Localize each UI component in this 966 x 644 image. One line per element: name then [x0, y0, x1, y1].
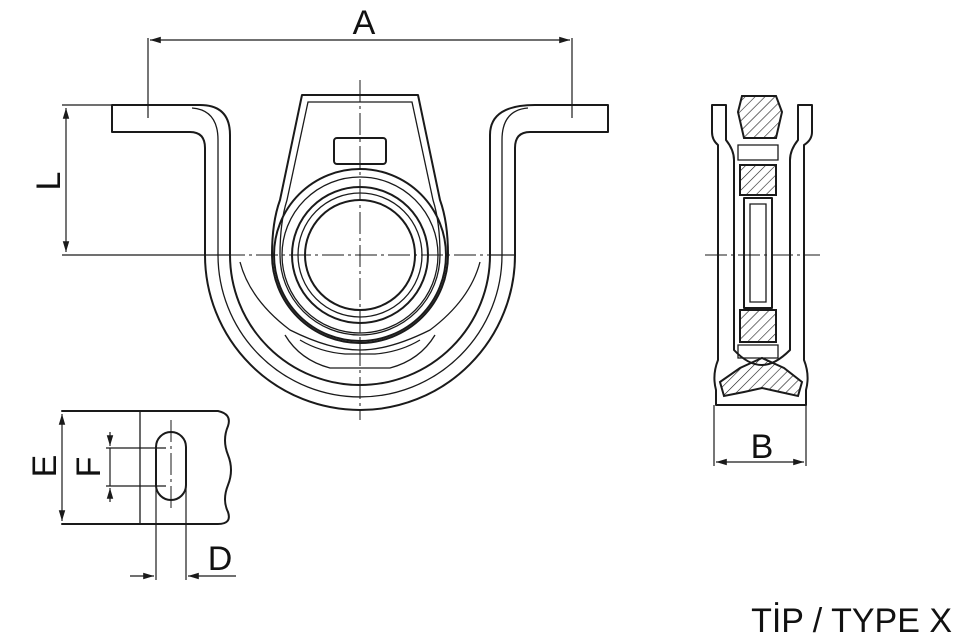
housing-tab: [333, 137, 387, 165]
dimension-label-f: F: [70, 457, 108, 478]
side-bearing-lower: [739, 309, 777, 343]
bearing-outer-ring: [273, 168, 447, 342]
side-bearing-upper: [739, 164, 777, 196]
bracket-outline: [111, 104, 609, 411]
dimension-label-l: L: [30, 172, 68, 191]
slot-detail-view: [61, 410, 232, 525]
dimension-label-e: E: [26, 455, 64, 478]
side-section-view: [705, 95, 820, 406]
dimension-d: D: [130, 470, 236, 580]
dimension-label-b: B: [751, 428, 774, 466]
dimension-a: A: [147, 4, 573, 118]
front-view: [111, 80, 609, 420]
dimension-e: E: [26, 414, 66, 521]
type-caption: TİP / TYPE X: [751, 602, 952, 640]
side-rubber-bottom: [718, 356, 804, 398]
slot-detail-plate: [61, 410, 232, 525]
dimension-b: B: [713, 405, 807, 466]
dimension-label-d: D: [208, 540, 233, 578]
bearing-bore: [304, 199, 416, 311]
dimension-f: F: [70, 432, 166, 502]
rubber-housing: [271, 94, 449, 344]
side-rubber-top: [736, 95, 784, 139]
bearing-middle-ring: [291, 186, 429, 324]
dimension-label-a: A: [353, 4, 376, 42]
dimension-l: L: [30, 104, 205, 256]
side-bracket-outline: [711, 104, 813, 406]
